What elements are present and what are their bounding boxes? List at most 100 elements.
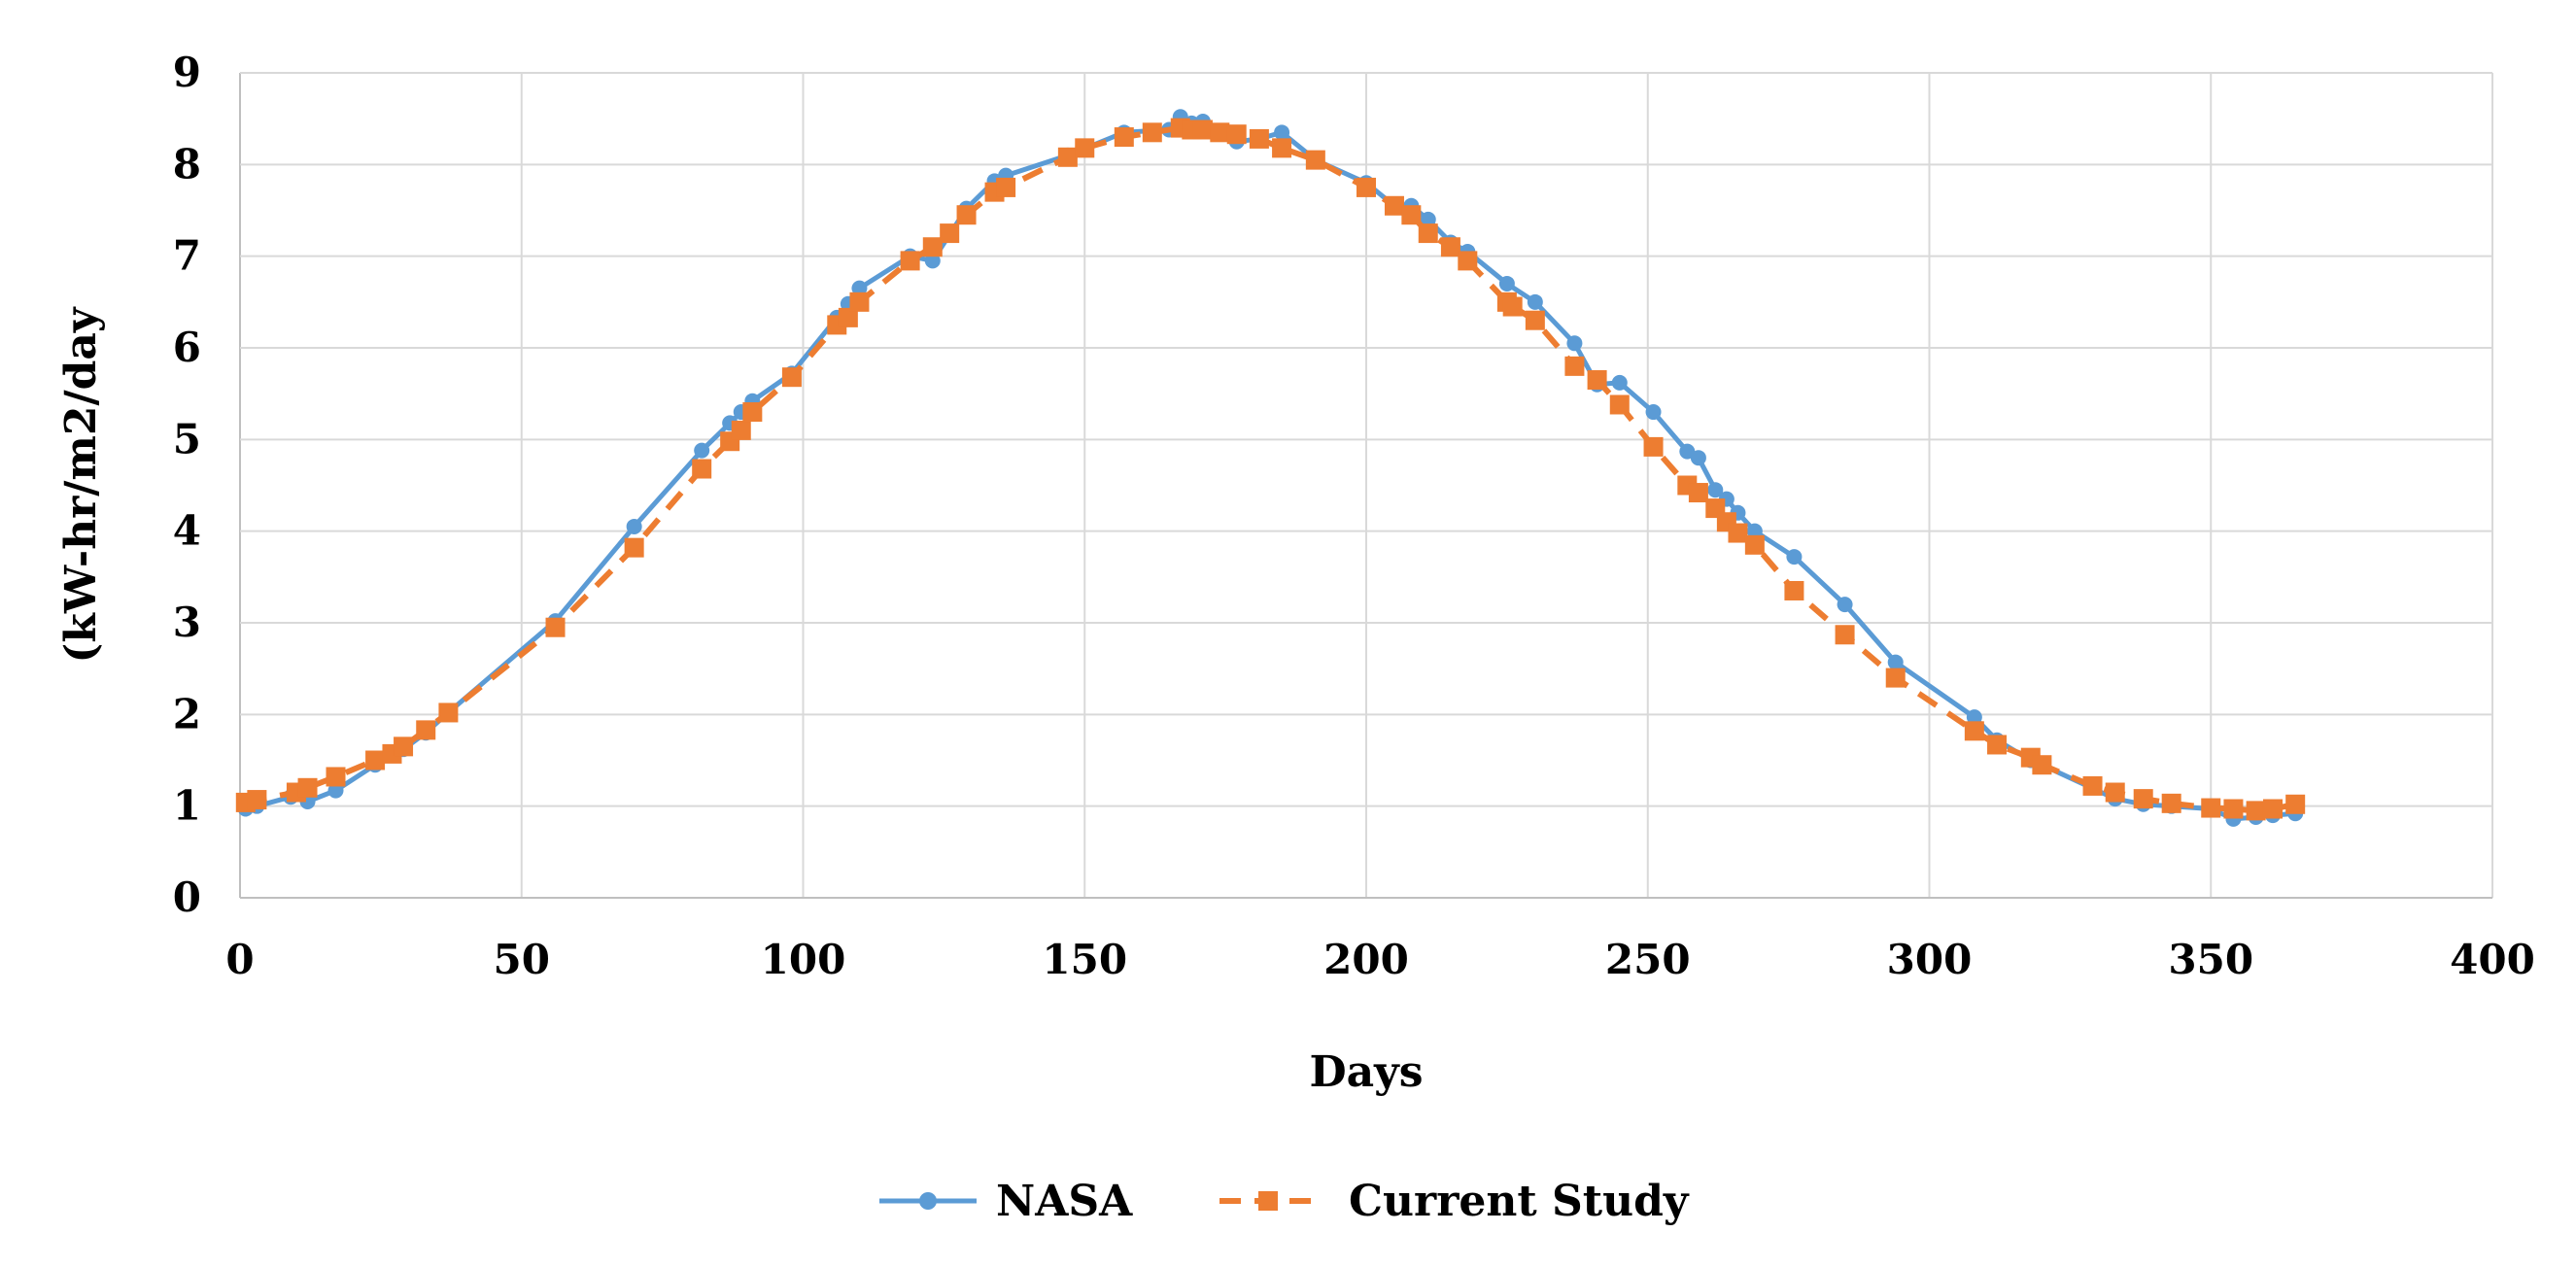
legend-item-current-study: Current Study (1219, 1177, 1690, 1226)
data-point (1746, 523, 1763, 539)
x-tick-label-100: 100 (761, 936, 846, 983)
y-axis-title: (kW-hr/m2/day (56, 306, 106, 663)
data-point (849, 291, 870, 312)
data-point (626, 518, 642, 534)
data-point (1837, 597, 1853, 613)
y-tick-label-6: 6 (173, 324, 201, 371)
data-point (326, 767, 346, 787)
data-point (1057, 147, 1078, 167)
y-tick-label-7: 7 (173, 232, 201, 280)
y-tick-label-1: 1 (173, 782, 201, 830)
legend-label: NASA (996, 1177, 1133, 1226)
data-point (545, 617, 566, 637)
data-point (694, 442, 710, 459)
data-point (996, 177, 1016, 197)
data-point (1440, 237, 1460, 257)
data-point (1075, 138, 1095, 158)
x-tick-label-300: 300 (1887, 936, 1973, 983)
data-point (940, 223, 960, 244)
data-point (1458, 251, 1478, 271)
y-tick-label-0: 0 (173, 873, 201, 921)
data-point (2223, 799, 2244, 819)
data-point (1114, 127, 1134, 148)
legend-swatch-marker (919, 1192, 937, 1210)
data-point (731, 420, 751, 440)
data-point (1210, 122, 1230, 143)
data-point (1420, 211, 1436, 227)
data-point (1418, 223, 1438, 244)
x-tick-label-150: 150 (1042, 936, 1127, 983)
data-point (742, 402, 763, 423)
data-point (1226, 124, 1247, 145)
data-point (297, 777, 318, 798)
data-point (1274, 124, 1290, 141)
data-point (327, 782, 344, 799)
data-point (1192, 120, 1213, 140)
data-point (1728, 523, 1748, 543)
data-point (2246, 801, 2266, 821)
data-point (1305, 150, 1325, 170)
data-point (1142, 122, 1162, 143)
legend: NASA Current Study (879, 1177, 1690, 1226)
data-point (1784, 580, 1804, 600)
x-tick-label-50: 50 (494, 936, 550, 983)
data-point (1357, 177, 1376, 197)
data-point (924, 253, 941, 269)
data-point (922, 237, 943, 257)
data-point (1835, 625, 1855, 645)
data-point (838, 307, 858, 327)
data-point (1527, 293, 1543, 310)
legend-item-nasa: NASA (879, 1177, 1133, 1226)
data-point (956, 205, 977, 225)
data-point (624, 537, 644, 558)
x-tick-label-200: 200 (1323, 936, 1409, 983)
series-current-study (235, 118, 2306, 821)
data-point (2262, 799, 2283, 819)
data-point (1645, 404, 1662, 421)
data-point (2105, 782, 2125, 803)
data-point (394, 736, 414, 757)
data-point (1525, 310, 1545, 330)
data-point (1502, 296, 1523, 317)
data-point (416, 720, 436, 740)
data-point (2285, 794, 2306, 814)
series-line-1 (245, 124, 2296, 814)
data-point (2032, 755, 2052, 775)
data-point (2082, 775, 2103, 796)
data-point (1966, 709, 1982, 726)
legend-label: Current Study (1349, 1177, 1690, 1226)
y-tick-label-2: 2 (173, 690, 201, 737)
data-point (851, 280, 868, 296)
data-point (1887, 654, 1904, 670)
data-point (1786, 549, 1803, 565)
data-point (1643, 436, 1664, 457)
data-point (692, 459, 712, 479)
data-point (1384, 195, 1404, 216)
data-point (1401, 205, 1422, 225)
data-point (2161, 793, 2181, 813)
y-tick-label-3: 3 (173, 599, 201, 646)
data-point (1885, 668, 1906, 688)
data-point (1564, 356, 1585, 376)
data-point (1566, 335, 1583, 352)
legend-swatch-marker (1258, 1191, 1278, 1211)
y-tick-label-8: 8 (173, 140, 201, 188)
data-point (1498, 275, 1515, 291)
data-point (1587, 370, 1607, 391)
data-point (1688, 483, 1708, 503)
x-tick-label-400: 400 (2450, 936, 2535, 983)
x-tick-label-250: 250 (1605, 936, 1691, 983)
x-tick-label-0: 0 (225, 936, 254, 983)
data-point (438, 702, 459, 723)
label-layer: Days (kW-hr/m2/day 0 50 100 150 200 250 300 350… (56, 49, 2535, 1097)
y-tick-label-9: 9 (173, 49, 201, 96)
y-tick-label-5: 5 (173, 415, 201, 462)
data-point (1964, 721, 1984, 741)
data-point (1987, 735, 2008, 755)
x-axis-title: Days (1309, 1047, 1423, 1097)
x-tick-label-350: 350 (2168, 936, 2253, 983)
data-point (2201, 798, 2221, 818)
y-tick-label-4: 4 (173, 507, 201, 555)
data-point (247, 790, 267, 810)
